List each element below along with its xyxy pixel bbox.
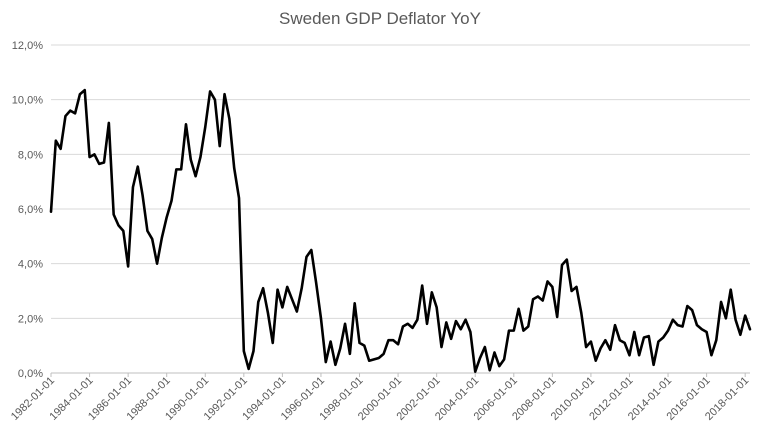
y-tick-label: 10,0% [12,95,43,107]
chart-title: Sweden GDP Deflator YoY [279,9,481,28]
series-line-gdp-deflator-yoy [49,88,752,373]
x-axis-tick-labels: 1982-01-011984-01-011986-01-011988-01-01… [9,375,751,423]
y-tick-label: 4,0% [18,259,43,271]
series-layer [49,88,752,373]
y-tick-label: 2,0% [18,313,43,325]
gridlines [51,44,750,319]
y-tick-label: 6,0% [18,204,43,216]
y-tick-label: 8,0% [18,149,43,161]
x-axis [50,372,750,377]
y-axis-tick-labels: 0,0% 2,0% 4,0% 6,0% 8,0% 10,0% 12,0% [12,40,43,380]
y-tick-label: 12,0% [12,40,43,52]
y-tick-label: 0,0% [18,368,43,380]
